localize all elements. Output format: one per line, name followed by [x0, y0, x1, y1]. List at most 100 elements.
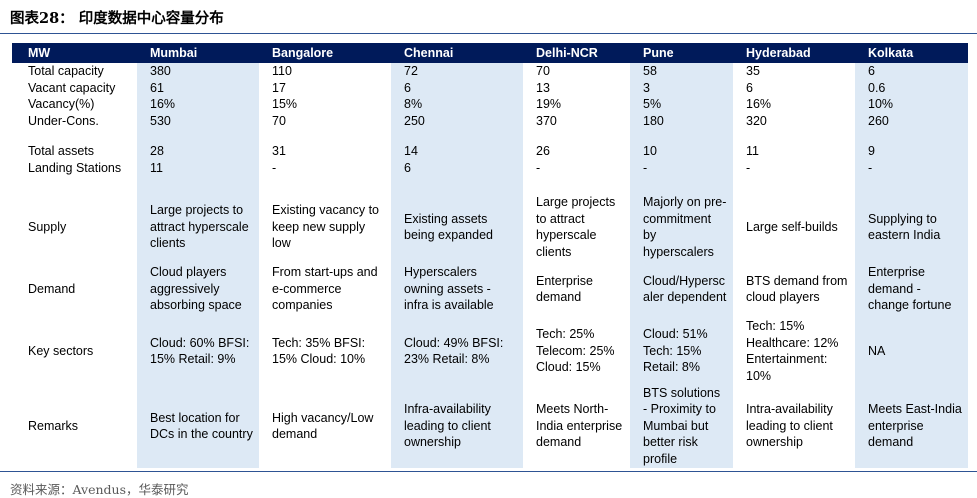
row-label-total-capacity: Total capacity [28, 64, 104, 78]
cell-under-cons-delhi-ncr: 370 [536, 113, 557, 128]
row-label-under-cons: Under-Cons. [28, 113, 99, 128]
cell-demand-mumbai: Cloud players aggressively absorbing spa… [137, 260, 259, 318]
column-header-mumbai: Mumbai [137, 43, 259, 63]
cell-supply-delhi-ncr: Large projects to attract hyperscale cli… [536, 195, 616, 259]
row-label-demand: Demand [28, 281, 76, 296]
cell-landing-stations-chennai: 6 [391, 159, 523, 176]
cell-key-sectors-kolkata: NA [855, 318, 968, 384]
row-key-sectors: Key sectors Cloud: 60% BFSI: 15% Retail:… [12, 318, 968, 384]
column-header-pune: Pune [630, 43, 733, 63]
cell-under-cons-mumbai: 530 [137, 112, 259, 129]
india-dc-capacity-table: MW Mumbai Bangalore Chennai Delhi-NCR Pu… [12, 43, 968, 468]
cell-total-assets-mumbai: 28 [137, 143, 259, 160]
column-header-mw: MW [12, 43, 137, 63]
cell-key-sectors-chennai: Cloud: 49% BFSI: 23% Retail: 8% [391, 318, 523, 384]
row-vacant-capacity: Vacant capacity 61 17 6 13 3 6 0.6 [12, 79, 968, 96]
row-remarks: Remarks Best location for DCs in the cou… [12, 384, 968, 468]
cell-under-cons-chennai: 250 [391, 112, 523, 129]
cell-total-assets-kolkata: 9 [855, 143, 968, 160]
cell-total-assets-bangalore: 31 [272, 144, 286, 158]
cell-under-cons-kolkata: 260 [855, 112, 968, 129]
cell-total-capacity-mumbai: 380 [137, 63, 259, 80]
cell-vacant-capacity-delhi-ncr: 13 [536, 80, 550, 95]
cell-total-capacity-hyderabad: 35 [746, 64, 760, 78]
column-header-hyderabad: Hyderabad [733, 43, 855, 63]
cell-remarks-kolkata: Meets East-India enterprise demand [855, 384, 968, 468]
cell-vacancy-pct-hyderabad: 16% [746, 97, 772, 111]
cell-under-cons-bangalore: 70 [272, 113, 286, 128]
title-rule [0, 33, 977, 34]
cell-landing-stations-hyderabad: - [746, 160, 751, 175]
cell-supply-hyderabad: Large self-builds [746, 219, 838, 234]
column-header-chennai: Chennai [391, 43, 523, 63]
cell-supply-kolkata: Supplying to eastern India [855, 194, 968, 260]
cell-remarks-mumbai: Best location for DCs in the country [137, 384, 259, 468]
cell-vacant-capacity-hyderabad: 6 [746, 80, 753, 95]
row-label-landing-stations: Landing Stations [28, 160, 122, 175]
spacer-row [12, 129, 968, 143]
row-supply: Supply Large projects to attract hypersc… [12, 194, 968, 260]
cell-remarks-bangalore: High vacancy/Low demand [272, 410, 374, 442]
cell-remarks-delhi-ncr: Meets North-India enterprise demand [536, 402, 623, 450]
cell-landing-stations-kolkata: - [855, 159, 968, 176]
cell-vacant-capacity-bangalore: 17 [272, 80, 286, 95]
cell-vacancy-pct-pune: 5% [630, 96, 733, 113]
cell-demand-delhi-ncr: Enterprise demand [536, 273, 593, 305]
cell-total-assets-pune: 10 [630, 143, 733, 160]
figure-title: 图表28： 印度数据中心容量分布 [10, 10, 224, 27]
table-header-row: MW Mumbai Bangalore Chennai Delhi-NCR Pu… [12, 43, 968, 63]
cell-under-cons-hyderabad: 320 [746, 113, 767, 128]
row-label-remarks: Remarks [28, 418, 79, 433]
cell-vacant-capacity-pune: 3 [630, 79, 733, 96]
cell-demand-bangalore: From start-ups and e-commerce companies [272, 265, 378, 313]
cell-total-capacity-bangalore: 110 [272, 64, 292, 78]
cell-demand-pune: Cloud/Hyperscaler dependent [630, 260, 733, 318]
column-header-delhi-ncr: Delhi-NCR [523, 43, 630, 63]
row-total-capacity: Total capacity 380 110 72 70 58 35 6 [12, 63, 968, 80]
cell-landing-stations-mumbai: 11 [137, 159, 259, 176]
cell-total-assets-hyderabad: 11 [746, 144, 759, 158]
column-header-kolkata: Kolkata [855, 43, 968, 63]
cell-vacancy-pct-kolkata: 10% [855, 96, 968, 113]
cell-vacant-capacity-chennai: 6 [391, 79, 523, 96]
cell-demand-chennai: Hyperscalers owning assets - infra is av… [391, 260, 523, 318]
spacer-row [12, 176, 968, 194]
table-bottom-rule [0, 471, 977, 472]
cell-remarks-hyderabad: Intra-availability leading to client own… [746, 402, 833, 450]
cell-key-sectors-delhi-ncr: Tech: 25% Telecom: 25% Cloud: 15% [536, 327, 615, 375]
row-vacancy-pct: Vacancy(%) 16% 15% 8% 19% 5% 16% 10% [12, 96, 968, 113]
row-label-vacant-capacity: Vacant capacity [28, 80, 116, 95]
cell-key-sectors-hyderabad: Tech: 15% Healthcare: 12% Entertainment:… [746, 319, 839, 383]
column-header-bangalore: Bangalore [259, 43, 391, 63]
cell-remarks-chennai: Infra-availability leading to client own… [391, 384, 523, 468]
cell-vacant-capacity-mumbai: 61 [137, 79, 259, 96]
row-label-total-assets: Total assets [28, 144, 95, 158]
cell-key-sectors-mumbai: Cloud: 60% BFSI: 15% Retail: 9% [137, 318, 259, 384]
row-label-supply: Supply [28, 219, 67, 234]
cell-total-assets-chennai: 14 [391, 143, 523, 160]
cell-landing-stations-delhi-ncr: - [536, 160, 541, 175]
row-label-key-sectors: Key sectors [28, 343, 94, 358]
cell-supply-pune: Majorly on pre-commitment by hyperscaler… [630, 194, 733, 260]
row-demand: Demand Cloud players aggressively absorb… [12, 260, 968, 318]
cell-vacancy-pct-bangalore: 15% [272, 97, 298, 111]
row-label-vacancy-pct: Vacancy(%) [28, 97, 95, 111]
cell-under-cons-pune: 180 [630, 112, 733, 129]
row-landing-stations: Landing Stations 11 - 6 - - - - [12, 159, 968, 176]
cell-total-capacity-pune: 58 [630, 63, 733, 80]
cell-total-capacity-kolkata: 6 [855, 63, 968, 80]
cell-landing-stations-pune: - [630, 159, 733, 176]
cell-key-sectors-pune: Cloud: 51% Tech: 15% Retail: 8% [630, 318, 733, 384]
cell-demand-hyderabad: BTS demand from cloud players [746, 273, 848, 305]
cell-vacant-capacity-kolkata: 0.6 [855, 79, 968, 96]
figure-source: 资料来源：Avendus，华泰研究 [10, 482, 189, 497]
cell-total-capacity-delhi-ncr: 70 [536, 64, 550, 78]
cell-supply-mumbai: Large projects to attract hyperscale cli… [137, 194, 259, 260]
cell-total-assets-delhi-ncr: 26 [536, 144, 550, 158]
cell-total-capacity-chennai: 72 [391, 63, 523, 80]
cell-vacancy-pct-delhi-ncr: 19% [536, 97, 562, 111]
row-total-assets: Total assets 28 31 14 26 10 11 9 [12, 143, 968, 160]
cell-demand-kolkata: Enterprise demand - change fortune [855, 260, 968, 318]
cell-landing-stations-bangalore: - [272, 160, 277, 175]
cell-vacancy-pct-mumbai: 16% [137, 96, 259, 113]
